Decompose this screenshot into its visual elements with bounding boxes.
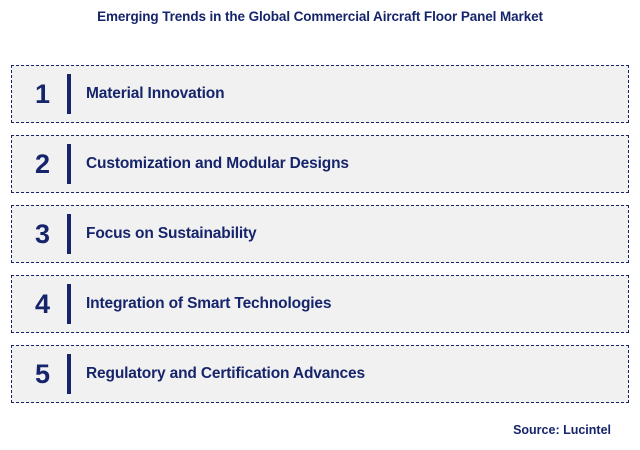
trend-label: Integration of Smart Technologies xyxy=(86,295,332,312)
list-item[interactable]: 2 Customization and Modular Designs xyxy=(11,135,629,193)
trend-rank-number: 3 xyxy=(34,218,51,249)
vertical-divider-icon xyxy=(67,74,71,114)
trend-label: Customization and Modular Designs xyxy=(86,155,349,172)
vertical-divider-icon xyxy=(67,214,71,254)
trend-list: 1 Material Innovation 2 Customization an… xyxy=(11,65,629,403)
vertical-divider-icon xyxy=(67,284,71,324)
vertical-divider-icon xyxy=(67,354,71,394)
vertical-divider-icon xyxy=(67,144,71,184)
trend-label: Regulatory and Certification Advances xyxy=(86,365,365,382)
trend-rank-number: 5 xyxy=(34,358,51,389)
trend-rank-number: 2 xyxy=(34,148,51,179)
trend-label: Material Innovation xyxy=(86,85,225,102)
list-item[interactable]: 3 Focus on Sustainability xyxy=(11,205,629,263)
source-attribution: Source: Lucintel xyxy=(513,423,611,437)
list-item[interactable]: 4 Integration of Smart Technologies xyxy=(11,275,629,333)
trend-label: Focus on Sustainability xyxy=(86,225,257,242)
trend-rank-number: 4 xyxy=(34,288,51,319)
list-item[interactable]: 1 Material Innovation xyxy=(11,65,629,123)
page-title: Emerging Trends in the Global Commercial… xyxy=(97,9,543,24)
trend-rank-number: 1 xyxy=(34,78,51,109)
list-item[interactable]: 5 Regulatory and Certification Advances xyxy=(11,345,629,403)
